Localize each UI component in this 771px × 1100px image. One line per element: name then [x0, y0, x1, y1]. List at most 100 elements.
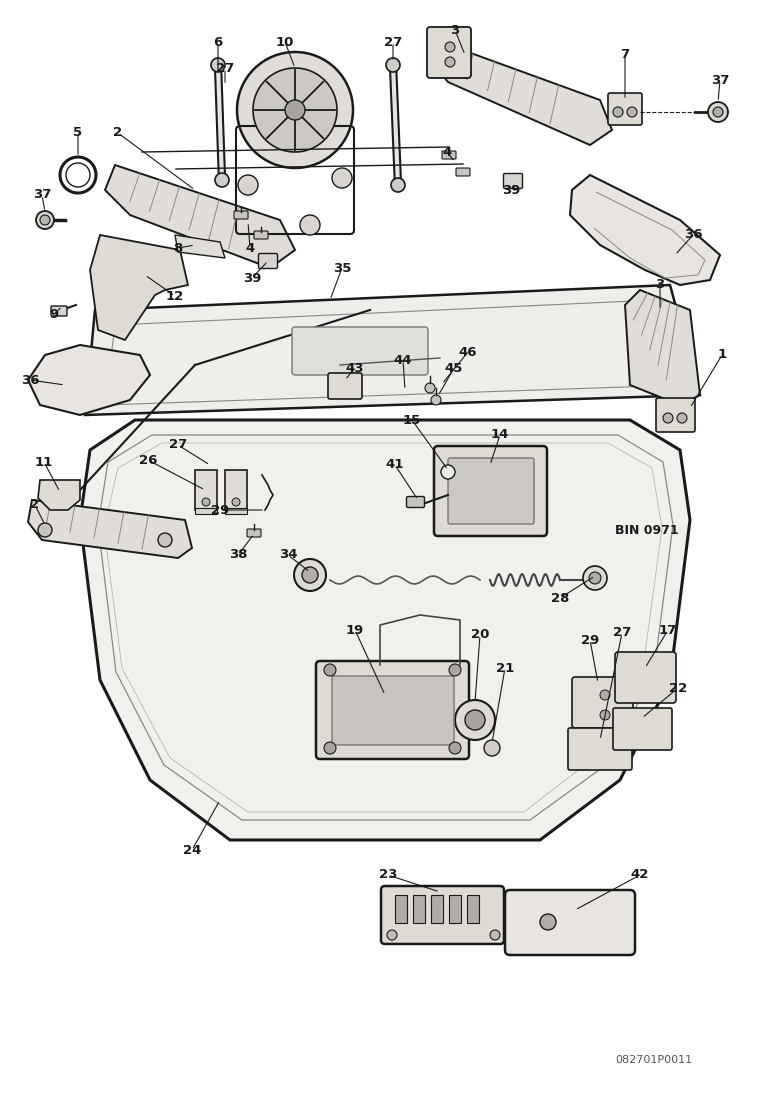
Bar — [526, 460, 544, 475]
FancyBboxPatch shape — [332, 676, 454, 745]
Circle shape — [589, 572, 601, 584]
Text: 9: 9 — [49, 308, 59, 321]
FancyBboxPatch shape — [448, 458, 534, 524]
FancyBboxPatch shape — [234, 211, 248, 219]
Circle shape — [387, 930, 397, 940]
FancyBboxPatch shape — [195, 470, 217, 510]
Circle shape — [253, 68, 337, 152]
Polygon shape — [105, 165, 295, 268]
Text: 44: 44 — [394, 353, 412, 366]
FancyBboxPatch shape — [427, 28, 471, 78]
Text: 37: 37 — [711, 74, 729, 87]
Polygon shape — [28, 500, 192, 558]
FancyBboxPatch shape — [505, 890, 635, 955]
Circle shape — [294, 559, 326, 591]
FancyBboxPatch shape — [254, 231, 268, 239]
Circle shape — [600, 690, 610, 700]
FancyBboxPatch shape — [195, 508, 217, 514]
Polygon shape — [625, 290, 700, 405]
Polygon shape — [85, 285, 700, 415]
Text: 4: 4 — [443, 145, 452, 158]
FancyBboxPatch shape — [656, 398, 695, 432]
Circle shape — [211, 58, 225, 72]
Circle shape — [238, 175, 258, 195]
Bar — [580, 505, 598, 520]
Circle shape — [285, 100, 305, 120]
FancyBboxPatch shape — [442, 151, 456, 160]
Text: 36: 36 — [684, 229, 702, 242]
Text: 2: 2 — [113, 126, 123, 140]
Text: 29: 29 — [581, 634, 599, 647]
Circle shape — [449, 664, 461, 676]
Polygon shape — [28, 345, 150, 415]
Bar — [449, 895, 461, 923]
FancyBboxPatch shape — [225, 508, 247, 514]
Bar — [490, 520, 508, 535]
Text: 20: 20 — [471, 628, 489, 641]
Bar — [395, 895, 407, 923]
Bar — [598, 520, 616, 535]
Text: 26: 26 — [139, 453, 157, 466]
Circle shape — [237, 52, 353, 168]
Polygon shape — [38, 480, 80, 510]
Text: 39: 39 — [502, 184, 520, 197]
FancyBboxPatch shape — [615, 652, 676, 703]
Circle shape — [38, 522, 52, 537]
Bar — [508, 505, 526, 520]
Text: 36: 36 — [21, 374, 39, 386]
FancyBboxPatch shape — [316, 661, 469, 759]
FancyBboxPatch shape — [225, 470, 247, 510]
Text: 46: 46 — [459, 345, 477, 359]
Polygon shape — [80, 420, 690, 840]
Circle shape — [455, 700, 495, 740]
FancyBboxPatch shape — [503, 174, 523, 188]
Circle shape — [441, 465, 455, 478]
Circle shape — [386, 58, 400, 72]
FancyBboxPatch shape — [247, 529, 261, 537]
Bar — [413, 895, 425, 923]
Polygon shape — [570, 175, 720, 285]
Circle shape — [663, 412, 673, 424]
Circle shape — [465, 710, 485, 730]
Text: 34: 34 — [279, 549, 298, 561]
Text: 37: 37 — [33, 188, 51, 201]
FancyBboxPatch shape — [456, 168, 470, 176]
Text: 21: 21 — [496, 661, 514, 674]
Bar — [544, 505, 562, 520]
Circle shape — [40, 214, 50, 225]
FancyBboxPatch shape — [258, 253, 278, 268]
Text: 3: 3 — [450, 23, 460, 36]
Text: 14: 14 — [491, 429, 509, 441]
Text: 5: 5 — [73, 126, 82, 140]
Text: 7: 7 — [621, 48, 630, 62]
Circle shape — [232, 498, 240, 506]
Text: 29: 29 — [211, 504, 229, 517]
Text: 11: 11 — [35, 455, 53, 469]
Text: 15: 15 — [403, 414, 421, 427]
Circle shape — [425, 383, 435, 393]
Circle shape — [302, 566, 318, 583]
Circle shape — [300, 214, 320, 235]
Circle shape — [445, 42, 455, 52]
Text: 41: 41 — [386, 459, 404, 472]
Circle shape — [332, 168, 352, 188]
Text: 24: 24 — [183, 844, 201, 857]
Text: 6: 6 — [214, 35, 223, 48]
FancyBboxPatch shape — [434, 446, 547, 536]
Text: 22: 22 — [669, 682, 687, 694]
Text: 19: 19 — [346, 624, 364, 637]
FancyBboxPatch shape — [406, 496, 425, 507]
Text: 1: 1 — [718, 349, 726, 362]
Text: 10: 10 — [276, 35, 295, 48]
FancyBboxPatch shape — [568, 728, 632, 770]
FancyBboxPatch shape — [381, 886, 504, 944]
Text: BIN 0971: BIN 0971 — [615, 524, 678, 537]
Text: 39: 39 — [243, 272, 261, 285]
FancyBboxPatch shape — [51, 306, 67, 316]
FancyBboxPatch shape — [328, 373, 362, 399]
Text: 27: 27 — [384, 35, 402, 48]
Circle shape — [708, 102, 728, 122]
Circle shape — [627, 107, 637, 117]
Bar — [562, 520, 580, 535]
FancyBboxPatch shape — [292, 327, 428, 375]
